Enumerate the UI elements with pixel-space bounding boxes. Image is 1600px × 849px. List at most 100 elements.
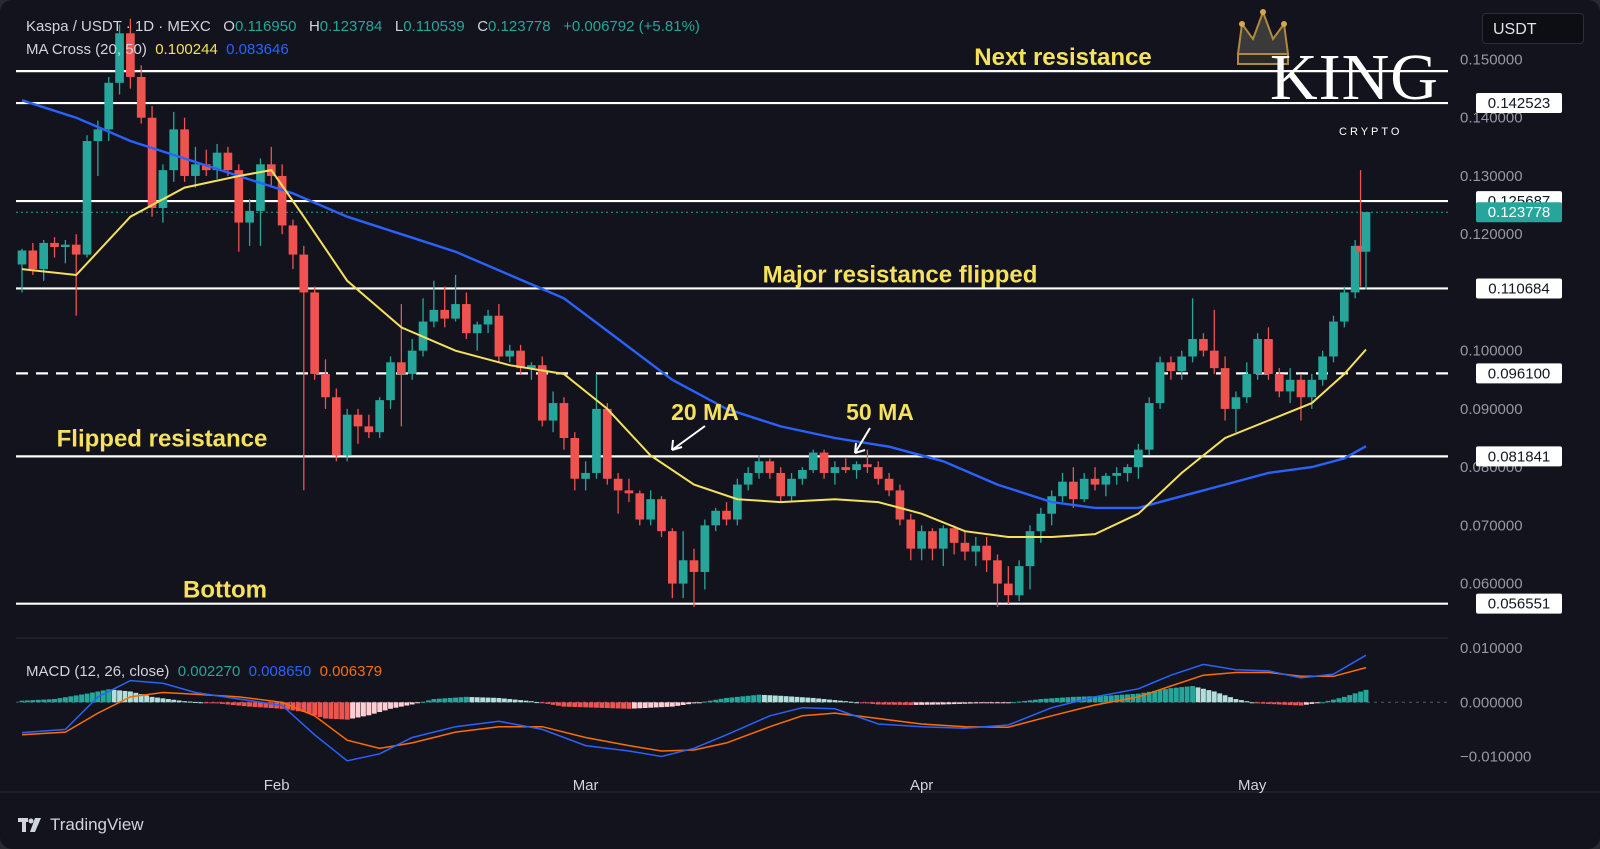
macd-histogram-bar	[409, 702, 415, 705]
macd-histogram-bar	[621, 702, 626, 709]
macd-histogram-bar	[1358, 691, 1364, 703]
annotation-arrowhead	[854, 442, 866, 454]
macd-histogram-bar	[859, 702, 865, 704]
candle-body	[819, 452, 829, 473]
currency-selector[interactable]: USDT	[1482, 13, 1584, 44]
macd-histogram-bar	[1347, 695, 1353, 703]
macd-histogram-bar	[1173, 687, 1179, 703]
price-tick-label: 0.140000	[1460, 110, 1523, 127]
candle-body	[895, 490, 905, 520]
candle-body	[397, 362, 406, 374]
candle-body	[1361, 212, 1371, 252]
ma-annotation: 20 MA	[671, 399, 739, 425]
candle-body	[136, 76, 146, 118]
macd-histogram-bar	[225, 702, 231, 705]
macd-histogram-bar	[1325, 700, 1331, 703]
macd-histogram-bar	[642, 702, 648, 708]
macd-histogram-bar	[474, 697, 480, 703]
macd-histogram-bar	[967, 702, 973, 704]
macd-histogram-bar	[637, 702, 643, 709]
high-value: 0.123784	[319, 18, 383, 35]
candle-body	[1177, 356, 1187, 372]
macd-histogram-bar	[1005, 702, 1011, 704]
candle-body	[353, 414, 363, 427]
macd-histogram-bar	[24, 700, 30, 703]
macd-histogram-bar	[328, 702, 334, 719]
time-tick-label: Mar	[573, 777, 599, 794]
macd-histogram-bar	[1331, 699, 1336, 703]
candle-body	[1220, 368, 1230, 409]
macd-histogram-bar	[133, 692, 139, 703]
macd-histogram-bar	[751, 695, 757, 703]
annotation-arrow	[854, 427, 871, 454]
macd-histogram-bar	[696, 702, 702, 704]
macd-histogram-bar	[772, 695, 778, 703]
macd-histogram-bar	[886, 702, 892, 705]
macd-histogram-bar	[1238, 700, 1244, 703]
macd-histogram-bar	[518, 700, 524, 703]
macd-histogram-bar	[978, 702, 984, 704]
macd-histogram-bar	[734, 696, 740, 703]
macd-histogram-bar	[339, 702, 345, 720]
macd-histogram-bar	[350, 702, 356, 719]
macd-histogram-bar	[599, 702, 605, 708]
macd-histogram-bar	[523, 700, 529, 703]
candle-body	[667, 531, 677, 584]
candle-body	[592, 408, 601, 473]
candle-body	[1058, 481, 1067, 497]
macd-tick-label: −0.010000	[1460, 748, 1531, 765]
candle-body	[212, 152, 222, 171]
macd-histogram-bar	[1233, 699, 1239, 703]
macd-histogram-bar	[984, 702, 990, 704]
candle-body	[1079, 478, 1089, 500]
macd-histogram-bar	[171, 699, 177, 703]
macd-histogram-bar	[594, 702, 599, 708]
macd-histogram-bar	[68, 696, 74, 703]
macd-histogram-bar	[745, 695, 751, 703]
candle-body	[191, 164, 200, 176]
candle-body	[1025, 531, 1035, 567]
macd-histogram-bar	[1049, 698, 1055, 703]
symbol-label[interactable]: Kaspa / USDT · 1D · MEXC	[26, 18, 211, 35]
macd-legend[interactable]: MACD (12, 26, close) 0.002270 0.008650 0…	[26, 663, 382, 680]
price-tag-box	[1476, 446, 1562, 467]
candle-body	[1047, 496, 1057, 514]
candle-body	[375, 400, 385, 433]
candle-body	[1134, 449, 1143, 468]
macd-histogram-bar	[669, 702, 675, 707]
macd-histogram-bar	[360, 702, 366, 717]
candle-body	[1307, 379, 1317, 398]
macd-histogram-bar	[870, 702, 876, 704]
macd-histogram-bar	[653, 702, 659, 708]
candle-body	[548, 403, 558, 421]
tradingview-logo[interactable]: TradingView	[18, 815, 144, 835]
candle-body	[1318, 356, 1327, 380]
macd-signal-value: 0.006379	[319, 663, 383, 680]
macd-histogram-bar	[550, 702, 556, 705]
macd-histogram-bar	[805, 697, 811, 703]
macd-histogram-bar	[187, 701, 193, 703]
macd-histogram-bar	[366, 702, 372, 716]
macd-histogram-bar	[962, 702, 968, 704]
candle-body	[657, 499, 666, 532]
macd-histogram-bar	[1363, 689, 1369, 703]
candle-body	[613, 478, 623, 491]
candle-body	[537, 365, 547, 421]
macd-histogram-bar	[1222, 695, 1228, 703]
macd-histogram-bar	[1255, 702, 1261, 704]
macd-histogram-bar	[393, 702, 399, 708]
macd-histogram-bar	[507, 699, 513, 703]
macd-histogram-bar	[1070, 696, 1076, 703]
macd-histogram-bar	[680, 702, 686, 705]
ma-cross-legend[interactable]: MA Cross (20, 50) 0.100244 0.083646	[26, 41, 289, 58]
candle-body	[299, 254, 309, 293]
macd-histogram-bar	[935, 702, 941, 705]
macd-signal-line	[21, 666, 1367, 752]
macd-histogram-bar	[837, 700, 843, 703]
macd-histogram-bar	[198, 702, 204, 704]
macd-histogram-bar	[1336, 698, 1342, 703]
macd-histogram-bar	[631, 702, 637, 709]
macd-histogram-bar	[566, 702, 572, 707]
